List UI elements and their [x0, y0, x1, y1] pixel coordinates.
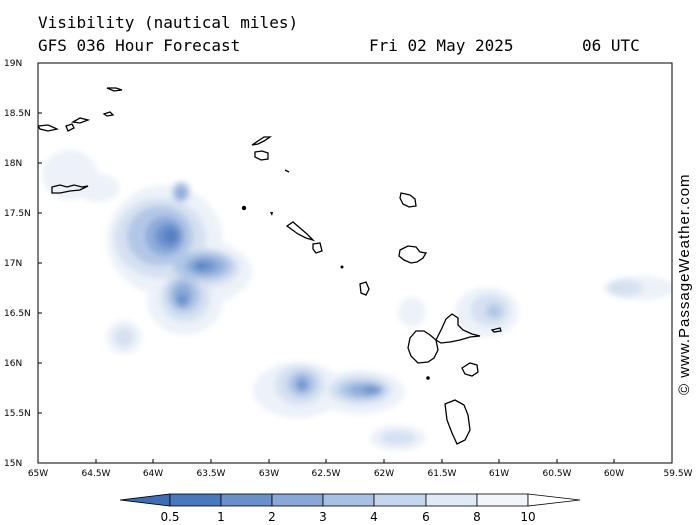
lat-tick-label: 18N [4, 159, 22, 169]
lon-tick-label: 62W [374, 469, 394, 479]
lat-tick-label: 17.5N [4, 209, 31, 219]
islet-les-saintes [426, 376, 430, 380]
colorbar-label: 6 [422, 510, 430, 524]
colorbar-segment [322, 493, 375, 507]
lat-tick-label: 18.5N [4, 109, 31, 119]
lon-tick: 59.5W [664, 459, 693, 479]
colorbar-label: 3 [319, 510, 327, 524]
island-st-kitts [285, 221, 316, 242]
colorbar-label: 8 [473, 510, 481, 524]
island-montserrat [359, 281, 370, 296]
colorbar-label: 1 [217, 510, 225, 524]
lon-tick-label: 62.5W [312, 469, 341, 479]
lon-tick-label: 59.5W [664, 469, 693, 479]
lon-tick: 61.5W [428, 459, 457, 479]
lon-tick: 62.5W [312, 459, 341, 479]
lon-tick: 64W [143, 459, 163, 479]
lon-tick: 63.5W [197, 459, 226, 479]
lat-tick: 15N [4, 459, 42, 469]
island-st-croix [51, 184, 89, 194]
lat-tick: 16N [4, 359, 42, 369]
lon-tick: 63W [259, 459, 279, 479]
colorbar-segment [373, 493, 427, 507]
lat-tick: 15.5N [4, 409, 42, 419]
lon-tick-label: 64W [143, 469, 163, 479]
forecast-time: 06 UTC [582, 36, 640, 55]
colorbar-segment [425, 493, 478, 507]
island-virgin-gorda [102, 111, 115, 117]
credit-watermark: © www.PassageWeather.com [676, 173, 693, 395]
island-marie-galante [461, 362, 479, 377]
colorbar: 0.5 1 2 3 4 6 8 10 [119, 493, 581, 524]
colorbar-label: 4 [370, 510, 378, 524]
forecast-date: Fri 02 May 2025 [369, 36, 514, 55]
lat-tick: 16.5N [4, 309, 42, 319]
island-barbuda [399, 192, 417, 208]
island-coastlines [38, 87, 502, 445]
lat-tick-label: 17N [4, 259, 22, 269]
island-st-barth [284, 169, 290, 173]
lat-tick-label: 16N [4, 359, 22, 369]
colorbar-low-arrow [119, 493, 171, 507]
lon-tick: 65W [28, 459, 48, 479]
lat-tick: 18N [4, 159, 42, 169]
island-st-thomas [38, 124, 60, 132]
longitude-axis: 65W 64.5W 64W 63.5W 63W 62.5W 62W 61.5W … [28, 459, 693, 479]
colorbar-segment [271, 493, 324, 507]
island-la-desirade [490, 327, 502, 333]
colorbar-segment [476, 493, 529, 507]
lat-tick-label: 15N [4, 459, 22, 469]
lon-tick-label: 61.5W [428, 469, 457, 479]
lon-tick-label: 60W [604, 469, 624, 479]
colorbar-high-arrow [527, 493, 581, 507]
islet-redonda [340, 265, 344, 269]
lon-tick: 62W [374, 459, 394, 479]
lon-tick-label: 61W [489, 469, 509, 479]
lon-tick: 60W [604, 459, 624, 479]
lat-tick: 19N [4, 59, 42, 69]
island-nevis [312, 242, 323, 254]
island-basse-terre [407, 330, 439, 364]
island-grande-terre [435, 313, 481, 344]
islet-saba [241, 205, 247, 211]
colorbar-label: 2 [268, 510, 276, 524]
lon-tick-label: 60.5W [543, 469, 572, 479]
small-islets [241, 205, 430, 380]
lon-tick-label: 64.5W [82, 469, 111, 479]
lat-tick: 17N [4, 259, 42, 269]
colorbar-segment [169, 493, 222, 507]
lat-tick-label: 15.5N [4, 409, 31, 419]
island-tortola [71, 117, 91, 124]
forecast-subtitle: GFS 036 Hour Forecast [38, 36, 241, 55]
lon-tick: 61W [489, 459, 509, 479]
latitude-axis: 15N 15.5N 16N 16.5N 17N 17.5N 18N 18.5N … [4, 59, 42, 469]
lat-tick-label: 16.5N [4, 309, 31, 319]
lat-tick: 17.5N [4, 209, 42, 219]
island-anegada [106, 87, 123, 92]
colorbar-segment [220, 493, 273, 507]
lon-tick: 64.5W [82, 459, 111, 479]
visibility-field [42, 150, 672, 451]
lon-tick-label: 63W [259, 469, 279, 479]
colorbar-label: 10 [520, 510, 535, 524]
island-anguilla [251, 136, 273, 146]
lat-tick-label: 19N [4, 59, 22, 69]
islet-st-eustatius [270, 212, 273, 216]
lon-tick: 60.5W [543, 459, 572, 479]
island-st-john [65, 123, 75, 132]
island-st-martin [254, 150, 269, 161]
lon-tick-label: 65W [28, 469, 48, 479]
lat-tick: 18.5N [4, 109, 42, 119]
map-title: Visibility (nautical miles) [38, 13, 299, 32]
colorbar-label: 0.5 [160, 510, 179, 524]
lon-tick-label: 63.5W [197, 469, 226, 479]
island-antigua [398, 245, 428, 264]
island-dominica [444, 399, 471, 445]
